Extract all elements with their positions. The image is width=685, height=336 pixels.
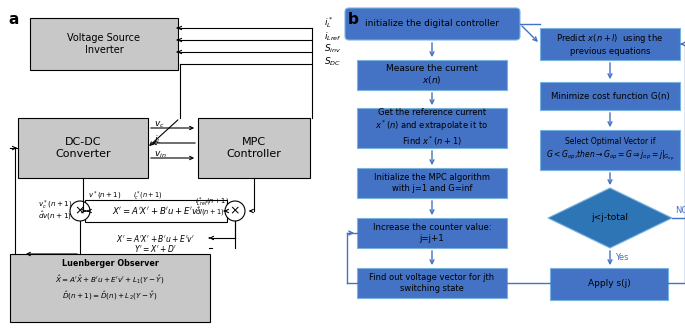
Text: initialize the digital controller: initialize the digital controller — [366, 19, 499, 29]
Bar — [30, 18, 178, 70]
Text: Yes: Yes — [615, 253, 629, 262]
Text: $i_L^*$: $i_L^*$ — [324, 15, 334, 31]
Text: $\hat{D}(n+1) = \hat{D}(n)+L_2(Y-\hat{Y})$: $\hat{D}(n+1) = \hat{D}(n)+L_2(Y-\hat{Y}… — [62, 290, 158, 302]
Text: $X' = A'X' + B'u + E'v'$: $X' = A'X' + B'u + E'v'$ — [112, 206, 201, 216]
Text: j<j-total: j<j-total — [592, 213, 629, 222]
Bar — [540, 130, 680, 170]
Text: $v_c^*(n+1)$: $v_c^*(n+1)$ — [38, 198, 73, 212]
Text: $\hat{d}I(n+1)$: $\hat{d}I(n+1)$ — [195, 206, 224, 218]
Text: $i_{Lref}^*(n+1)$: $i_{Lref}^*(n+1)$ — [195, 195, 229, 209]
Text: MPC
Controller: MPC Controller — [227, 137, 282, 159]
Text: Get the reference current
$x^*(n)$ and extrapolate it to
Find $x^*(n+1)$: Get the reference current $x^*(n)$ and e… — [375, 108, 488, 149]
Text: Minimize cost function G(n): Minimize cost function G(n) — [551, 91, 669, 100]
Text: $i_c^*(n+1)$: $i_c^*(n+1)$ — [134, 190, 163, 203]
Text: $i_L$: $i_L$ — [154, 134, 162, 146]
Text: $\hat{d}v(n+1)$: $\hat{d}v(n+1)$ — [38, 210, 72, 222]
Text: $v_c$: $v_c$ — [154, 120, 165, 130]
Text: Initialize the MPC algorithm
with j=1 and G=inf: Initialize the MPC algorithm with j=1 an… — [374, 173, 490, 193]
Text: Measure the current
$x(n)$: Measure the current $x(n)$ — [386, 64, 478, 86]
Bar — [357, 268, 507, 298]
Text: Voltage Source
Inverter: Voltage Source Inverter — [68, 33, 140, 55]
Text: $S_{inv}$: $S_{inv}$ — [324, 43, 341, 55]
Text: $\hat{X} = A'\hat{X}+B'u+E'v'+L_1(Y-\hat{Y})$: $\hat{X} = A'\hat{X}+B'u+E'v'+L_1(Y-\hat… — [55, 274, 165, 286]
Bar — [10, 254, 210, 322]
Text: Find out voltage vector for jth
switching state: Find out voltage vector for jth switchin… — [369, 273, 495, 293]
Text: DC-DC
Converter: DC-DC Converter — [55, 137, 111, 159]
FancyBboxPatch shape — [345, 8, 520, 40]
Bar — [85, 200, 227, 222]
Bar — [540, 82, 680, 110]
Bar — [18, 118, 148, 178]
Bar — [357, 60, 507, 90]
Text: a: a — [8, 12, 18, 27]
Text: ×: × — [229, 205, 240, 217]
Text: $v^*(n+1)$: $v^*(n+1)$ — [88, 190, 121, 202]
Text: Apply s(j): Apply s(j) — [588, 280, 630, 289]
Circle shape — [70, 201, 90, 221]
Bar — [550, 268, 668, 300]
Text: $i_{Lref}$: $i_{Lref}$ — [324, 31, 342, 43]
Text: Luenberger Observer: Luenberger Observer — [62, 259, 158, 268]
Polygon shape — [548, 188, 672, 248]
Bar — [357, 218, 507, 248]
Text: Select Optimal Vector if
$G<G_{op}$,$then$$\rightarrow$$G_{op}=G$$\Rightarrow$$j: Select Optimal Vector if $G<G_{op}$,$the… — [546, 137, 674, 163]
Text: $v_{in}$: $v_{in}$ — [154, 150, 166, 160]
Text: $S_{DC}$: $S_{DC}$ — [324, 56, 341, 68]
Text: Increase the counter value:
j=j+1: Increase the counter value: j=j+1 — [373, 223, 491, 243]
Text: Predict $x(n+l)$  using the
previous equations: Predict $x(n+l)$ using the previous equa… — [556, 32, 664, 56]
Text: $X' = A'X' + B'u + E'v'$: $X' = A'X' + B'u + E'v'$ — [116, 233, 196, 244]
Bar — [357, 168, 507, 198]
Text: ×: × — [75, 205, 85, 217]
Text: $Y' = X' + D'$: $Y' = X' + D'$ — [134, 243, 177, 253]
Text: b: b — [348, 12, 359, 27]
Circle shape — [225, 201, 245, 221]
Bar — [357, 108, 507, 148]
Bar — [198, 118, 310, 178]
Bar — [540, 28, 680, 60]
Text: NO: NO — [675, 206, 685, 215]
